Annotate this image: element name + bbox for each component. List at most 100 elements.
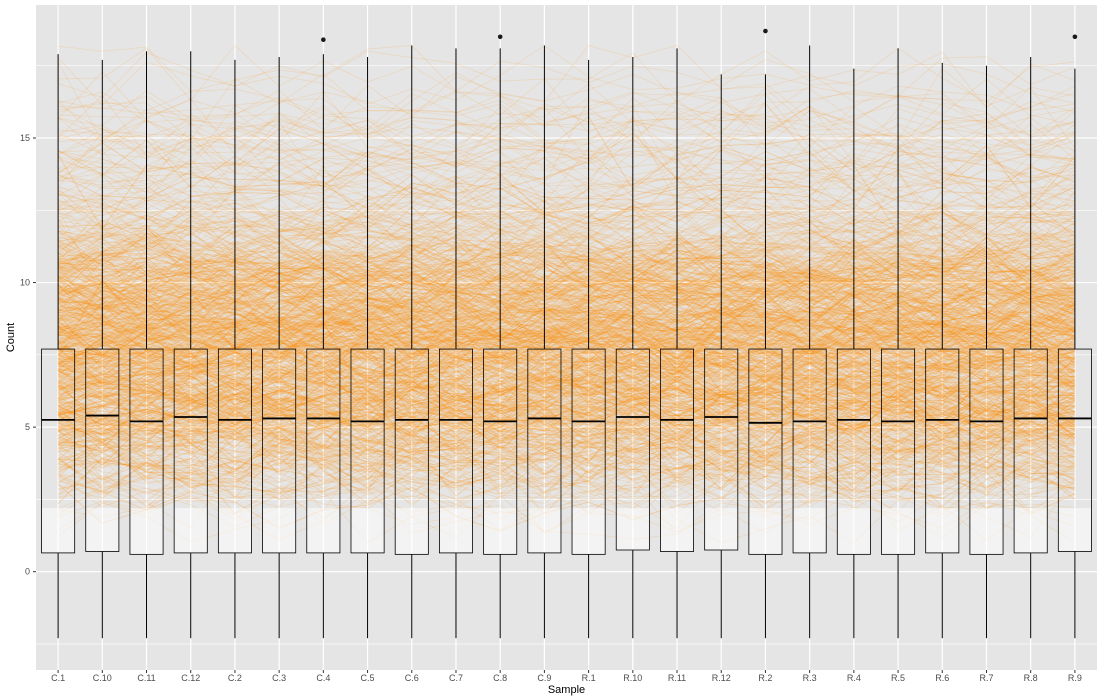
sample-line xyxy=(57,287,1075,328)
sample-line xyxy=(58,141,1075,199)
box-body xyxy=(262,348,297,554)
sample-line xyxy=(57,197,1075,265)
sample-line xyxy=(57,309,1076,389)
sample-line xyxy=(58,268,1075,322)
sample-line xyxy=(57,419,1076,480)
sample-line xyxy=(58,383,1076,438)
sample-line xyxy=(57,236,1076,297)
sample-line xyxy=(57,324,1076,399)
sample-line xyxy=(57,106,1076,171)
sample-line xyxy=(58,440,1076,499)
sample-line xyxy=(58,302,1075,365)
sample-line xyxy=(58,167,1076,218)
sample-line xyxy=(57,239,1075,348)
sample-line xyxy=(57,292,1076,375)
sample-line xyxy=(57,247,1076,317)
sample-line xyxy=(57,422,1076,472)
sample-line xyxy=(58,268,1076,357)
sample-line xyxy=(57,381,1076,455)
sample-line xyxy=(57,429,1075,484)
sample-line xyxy=(57,173,1076,226)
sample-line xyxy=(57,364,1076,463)
sample-line xyxy=(58,250,1075,300)
sample-line xyxy=(57,306,1076,351)
sample-line xyxy=(58,223,1076,290)
sample-line xyxy=(57,333,1075,381)
sample-line xyxy=(57,344,1075,419)
sample-line xyxy=(57,241,1076,302)
sample-line xyxy=(57,304,1075,369)
sample-line xyxy=(57,283,1075,346)
sample-line xyxy=(58,179,1075,237)
sample-line xyxy=(57,256,1076,311)
sample-line xyxy=(57,296,1076,372)
sample-line xyxy=(57,264,1076,329)
sample-line xyxy=(57,372,1075,432)
sample-line xyxy=(58,311,1076,374)
sample-line xyxy=(58,303,1076,380)
sample-line xyxy=(57,116,1076,161)
sample-line xyxy=(57,295,1075,360)
sample-line xyxy=(57,274,1075,334)
sample-line xyxy=(58,201,1076,286)
sample-line xyxy=(57,386,1076,451)
sample-line xyxy=(57,337,1075,399)
sample-line xyxy=(58,332,1076,381)
sample-line xyxy=(58,380,1075,435)
sample-line xyxy=(57,210,1076,279)
sample-line xyxy=(57,120,1075,197)
sample-line xyxy=(57,386,1076,448)
sample-line xyxy=(57,357,1075,411)
sample-line xyxy=(57,300,1075,368)
sample-line xyxy=(57,233,1076,298)
sample-line xyxy=(58,387,1075,446)
sample-line xyxy=(57,261,1076,343)
sample-line xyxy=(58,426,1076,479)
sample-line xyxy=(57,350,1075,409)
sample-line xyxy=(58,423,1076,492)
sample-line xyxy=(57,271,1076,343)
sample-line xyxy=(57,425,1076,473)
sample-line xyxy=(57,223,1076,287)
sample-line xyxy=(57,302,1076,353)
sample-line xyxy=(57,442,1076,515)
sample-line xyxy=(57,265,1076,327)
sample-line xyxy=(57,407,1076,457)
sample-line xyxy=(58,405,1076,457)
box-lower-fill xyxy=(660,508,694,552)
sample-line xyxy=(57,306,1076,372)
sample-line xyxy=(57,225,1076,288)
sample-line xyxy=(57,384,1076,448)
sample-line xyxy=(57,374,1076,439)
sample-line xyxy=(57,287,1076,366)
sample-line xyxy=(57,240,1076,306)
sample-line xyxy=(57,398,1076,469)
sample-line xyxy=(57,229,1076,291)
sample-line xyxy=(58,440,1076,499)
sample-line xyxy=(58,364,1076,426)
sample-line xyxy=(58,321,1075,400)
sample-line xyxy=(57,337,1075,407)
sample-line xyxy=(57,265,1075,334)
sample-line xyxy=(58,293,1076,360)
sample-line xyxy=(57,182,1076,256)
sample-line xyxy=(57,261,1076,333)
sample-line xyxy=(57,103,1076,161)
sample-line xyxy=(57,350,1076,414)
sample-line xyxy=(57,328,1076,399)
sample-line xyxy=(57,440,1075,524)
y-axis-title: Count xyxy=(5,323,17,352)
x-tick-label: R.10 xyxy=(623,673,642,683)
sample-line xyxy=(57,259,1076,316)
sample-line xyxy=(57,363,1076,426)
sample-line xyxy=(58,374,1075,419)
sample-line xyxy=(57,320,1075,394)
sample-line xyxy=(58,383,1076,440)
sample-line xyxy=(57,237,1076,287)
sample-line xyxy=(58,308,1075,379)
sample-line xyxy=(58,307,1076,371)
sample-line xyxy=(58,334,1076,396)
sample-line xyxy=(58,277,1076,338)
box-R.3 xyxy=(792,45,827,639)
sample-line xyxy=(57,147,1075,200)
